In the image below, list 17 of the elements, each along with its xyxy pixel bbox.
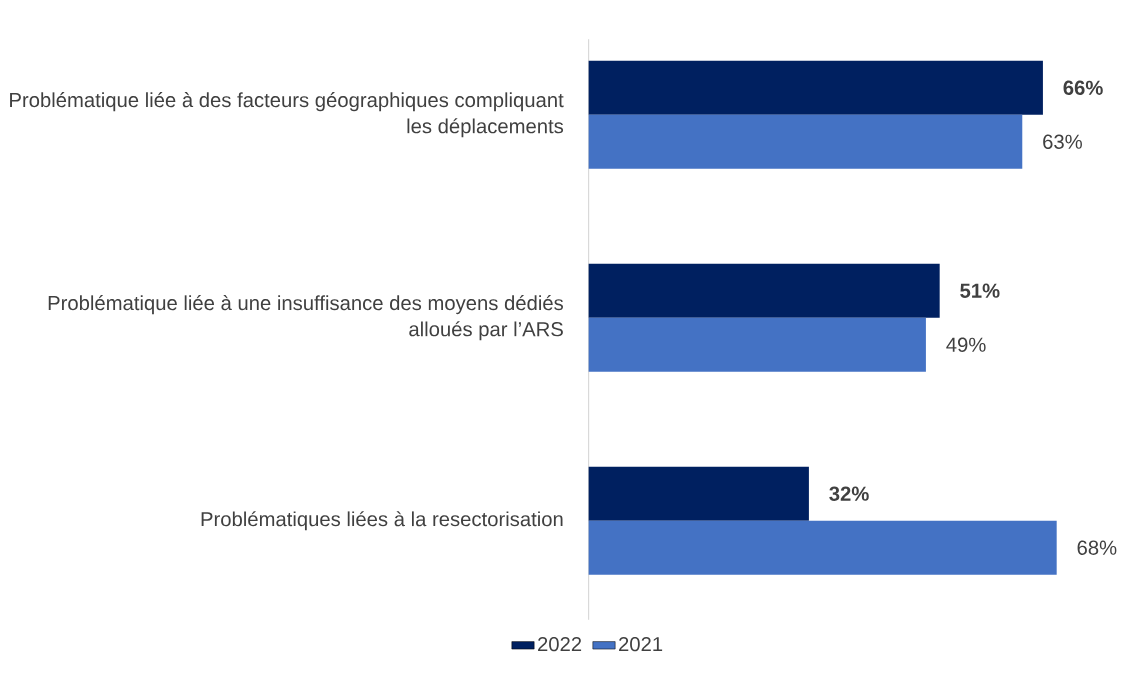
data-label: 51% <box>960 283 1000 299</box>
bar <box>588 520 1057 575</box>
bar <box>588 317 926 372</box>
data-label: 66% <box>1063 80 1103 96</box>
data-label: 68% <box>1077 540 1117 556</box>
legend-label: 2022 <box>538 637 582 652</box>
bar <box>588 466 809 521</box>
y-tick-label: Problématiques liées à la resectorisation <box>201 511 563 531</box>
data-label: 32% <box>829 486 869 502</box>
bar <box>588 114 1023 169</box>
data-label: 63% <box>1043 134 1082 150</box>
legend-label: 2021 <box>619 637 663 652</box>
data-label: 49% <box>946 337 986 353</box>
y-tick-label: Problématique liée à une insuffisance des moyens dédiés alloués par l’ARS <box>48 295 564 341</box>
bar <box>588 263 940 318</box>
y-tick-label: Problématique liée à des facteurs géographiques compliquant les déplacements <box>10 92 564 138</box>
bar <box>588 60 1043 115</box>
